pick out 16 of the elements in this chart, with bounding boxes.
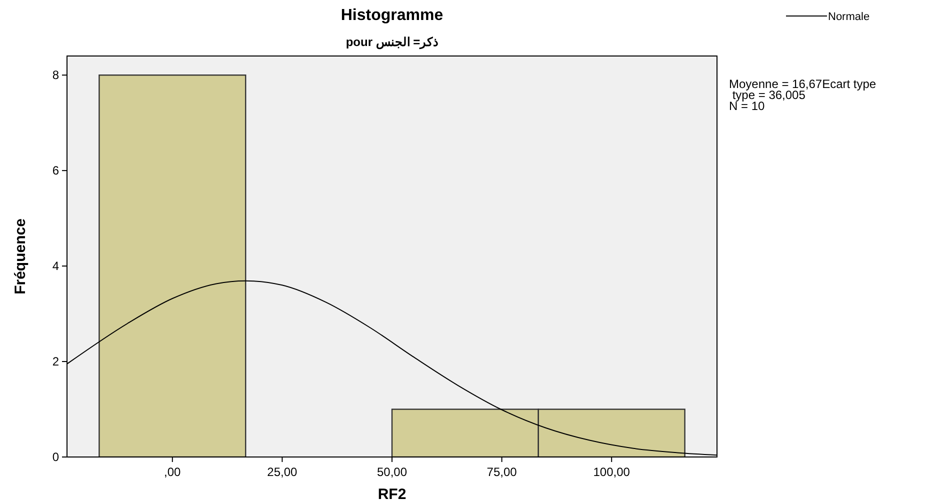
- x-tick-label: 50,00: [376, 465, 408, 479]
- x-tick-label: 100,00: [593, 465, 630, 479]
- x-tick-label: 25,00: [267, 465, 298, 479]
- y-tick-label: 4: [52, 259, 60, 274]
- x-axis-title: RF2: [378, 486, 406, 503]
- text: Moyenne = 16,67Ecart type: [729, 77, 876, 91]
- y-axis-title: Fréquence: [12, 218, 29, 294]
- chart-title: Histogramme: [340, 7, 444, 24]
- x-tick-label: ,00: [164, 465, 182, 479]
- y-tick-label: 0: [52, 450, 60, 464]
- y-tick-label: 8: [52, 68, 60, 82]
- y-tick-label: 6: [52, 164, 60, 178]
- legend-label: Normale: [828, 11, 870, 23]
- y-tick-label: 2: [52, 354, 60, 369]
- chart-subtitle: pour ذكر= الجنس: [346, 35, 438, 50]
- x-tick-label: 75,00: [486, 465, 518, 479]
